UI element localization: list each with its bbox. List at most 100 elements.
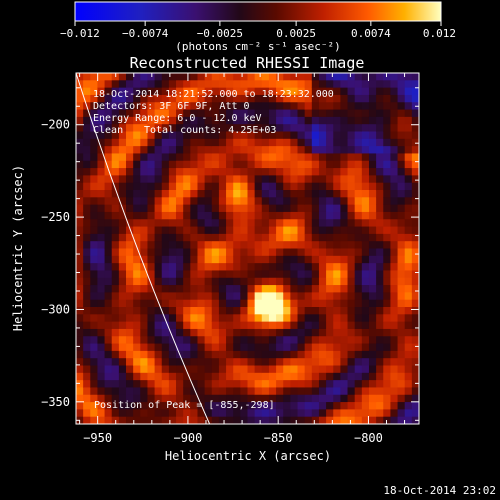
heatmap-cell — [161, 116, 170, 125]
heatmap-cell — [126, 358, 134, 366]
heatmap-cell — [140, 307, 148, 315]
heatmap-cell — [254, 285, 263, 293]
heatmap-cell — [133, 168, 141, 176]
heatmap-cell — [311, 255, 320, 264]
heatmap-cell — [326, 380, 334, 388]
heatmap-cell — [226, 241, 234, 249]
heatmap-cell — [340, 190, 348, 198]
heatmap-cell — [161, 153, 170, 162]
heatmap-cell — [104, 124, 113, 132]
heatmap-cell — [233, 270, 241, 279]
heatmap-cell — [111, 328, 120, 337]
heatmap-cell — [411, 285, 419, 293]
heatmap-cell — [204, 190, 213, 198]
heatmap-cell — [326, 124, 334, 132]
heatmap-cell — [290, 277, 298, 286]
heatmap-cell — [126, 299, 134, 308]
heatmap-cell — [397, 292, 406, 301]
heatmap-cell — [311, 233, 320, 242]
heatmap-cell — [168, 73, 177, 81]
heatmap-cell — [404, 387, 413, 396]
heatmap-cell — [254, 372, 263, 381]
heatmap-cell — [304, 160, 313, 169]
heatmap-cell — [104, 380, 113, 388]
heatmap-cell — [218, 416, 227, 424]
heatmap-cell — [340, 394, 348, 403]
heatmap-cell — [218, 116, 227, 125]
heatmap-cell — [126, 350, 134, 359]
heatmap-cell — [283, 248, 291, 257]
heatmap-cell — [161, 175, 170, 184]
heatmap-cell — [404, 124, 413, 132]
heatmap-cell — [76, 409, 84, 418]
heatmap-cell — [197, 409, 206, 418]
heatmap-cell — [97, 292, 105, 301]
heatmap-cell — [383, 182, 391, 191]
heatmap-cell — [326, 321, 334, 330]
heatmap-cell — [283, 87, 291, 96]
heatmap-cell — [226, 160, 234, 169]
heatmap-cell — [340, 241, 348, 249]
heatmap-cell — [126, 80, 134, 89]
heatmap-cell — [268, 314, 277, 323]
heatmap-cell — [354, 307, 363, 315]
heatmap-cell — [261, 197, 270, 206]
heatmap-cell — [226, 380, 234, 388]
heatmap-cell — [140, 299, 148, 308]
heatmap-cell — [354, 350, 363, 359]
heatmap-cell — [261, 175, 270, 184]
heatmap-cell — [283, 350, 291, 359]
heatmap-cell — [147, 204, 156, 213]
heatmap-cell — [90, 328, 98, 337]
heatmap-cell — [147, 168, 156, 176]
heatmap-cell — [383, 343, 391, 352]
heatmap-cell — [233, 358, 241, 366]
heatmap-cell — [90, 336, 98, 344]
heatmap-cell — [104, 168, 113, 176]
heatmap-cell — [218, 336, 227, 344]
chart-title: Reconstructed RHESSI Image — [130, 54, 365, 72]
heatmap-cell — [347, 336, 356, 344]
heatmap-cell — [404, 219, 413, 227]
heatmap-cell — [411, 255, 419, 264]
heatmap-cell — [340, 116, 348, 125]
heatmap-cell — [333, 285, 341, 293]
heatmap-cell — [197, 94, 206, 103]
heatmap-cell — [333, 350, 341, 359]
heatmap-cell — [383, 233, 391, 242]
heatmap-cell — [118, 211, 127, 220]
heatmap-cell — [390, 350, 398, 359]
heatmap-cell — [240, 102, 248, 110]
heatmap-cell — [254, 248, 263, 257]
heatmap-cell — [76, 314, 84, 323]
heatmap-cell — [276, 160, 284, 169]
heatmap-cell — [361, 116, 370, 125]
heatmap-cell — [118, 365, 127, 374]
heatmap-cell — [154, 146, 163, 154]
heatmap-cell — [161, 248, 170, 257]
heatmap-cell — [190, 116, 198, 125]
heatmap-cell — [397, 73, 406, 81]
heatmap-cell — [76, 241, 84, 249]
heatmap-cell — [168, 226, 177, 235]
heatmap-cell — [276, 336, 284, 344]
heatmap-cell — [383, 226, 391, 235]
heatmap-cell — [347, 307, 356, 315]
heatmap-cell — [290, 372, 298, 381]
heatmap-cell — [297, 233, 306, 242]
heatmap-cell — [354, 263, 363, 271]
heatmap-cell — [297, 190, 306, 198]
heatmap-cell — [233, 219, 241, 227]
heatmap-cell — [276, 182, 284, 191]
heatmap-cell — [197, 109, 206, 118]
heatmap-cell — [218, 380, 227, 388]
heatmap-cell — [197, 314, 206, 323]
heatmap-cell — [183, 307, 191, 315]
heatmap-cell — [276, 226, 284, 235]
heatmap-cell — [326, 248, 334, 257]
heatmap-cell — [197, 336, 206, 344]
heatmap-cell — [190, 138, 198, 147]
heatmap-cell — [247, 153, 256, 162]
heatmap-cell — [376, 328, 384, 337]
heatmap-cell — [390, 372, 398, 381]
